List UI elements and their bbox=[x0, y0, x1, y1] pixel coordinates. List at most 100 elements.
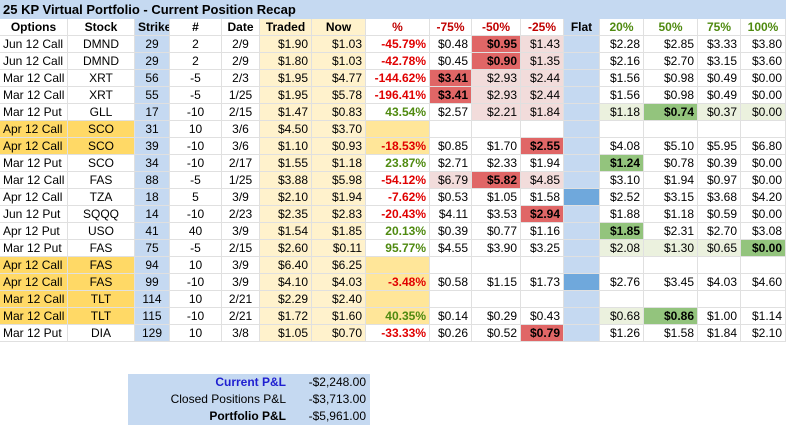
table-cell: -10 bbox=[170, 274, 222, 291]
table-cell: $2.57 bbox=[430, 104, 472, 121]
table-cell: 18 bbox=[135, 189, 170, 206]
summary-value: -$5,961.00 bbox=[290, 408, 370, 425]
table-cell bbox=[564, 70, 600, 87]
table-cell: -10 bbox=[170, 138, 222, 155]
table-cell: $3.90 bbox=[472, 240, 521, 257]
table-cell: $1.60 bbox=[312, 308, 366, 325]
column-header: -75% bbox=[430, 19, 472, 36]
table-cell: $1.85 bbox=[312, 223, 366, 240]
table-cell: 129 bbox=[135, 325, 170, 342]
table-cell: $5.78 bbox=[312, 87, 366, 104]
table-cell: $3.10 bbox=[600, 172, 644, 189]
table-cell bbox=[430, 291, 472, 308]
table-cell: -5 bbox=[170, 70, 222, 87]
table-cell bbox=[564, 291, 600, 308]
table-cell: $0.85 bbox=[430, 138, 472, 155]
table-cell: $6.25 bbox=[312, 257, 366, 274]
table-cell: 3/9 bbox=[222, 257, 260, 274]
table-cell: $1.95 bbox=[260, 70, 312, 87]
column-header: Date bbox=[222, 19, 260, 36]
table-cell: $6.40 bbox=[260, 257, 312, 274]
table-cell: 3/9 bbox=[222, 189, 260, 206]
table-cell: 14 bbox=[135, 206, 170, 223]
table-cell: $1.43 bbox=[521, 36, 564, 53]
table-cell: 2/3 bbox=[222, 70, 260, 87]
table-cell: TLT bbox=[68, 291, 135, 308]
table-cell: -18.53% bbox=[366, 138, 430, 155]
table-cell bbox=[472, 121, 521, 138]
table-cell: GLL bbox=[68, 104, 135, 121]
table-cell bbox=[698, 257, 741, 274]
table-cell: $1.56 bbox=[600, 70, 644, 87]
table-cell: $3.53 bbox=[472, 206, 521, 223]
table-cell: -10 bbox=[170, 104, 222, 121]
table-cell: Mar 12 Call bbox=[0, 291, 68, 308]
column-header: 20% bbox=[600, 19, 644, 36]
table-cell: $0.00 bbox=[741, 104, 786, 121]
table-cell: $5.82 bbox=[472, 172, 521, 189]
table-cell: $1.95 bbox=[260, 87, 312, 104]
table-cell: $0.00 bbox=[741, 155, 786, 172]
table-cell: $0.11 bbox=[312, 240, 366, 257]
table-cell: $1.16 bbox=[521, 223, 564, 240]
table-cell: $3.08 bbox=[741, 223, 786, 240]
table-cell: $0.83 bbox=[312, 104, 366, 121]
table-cell bbox=[698, 121, 741, 138]
table-cell: 94 bbox=[135, 257, 170, 274]
column-header: Strike bbox=[135, 19, 170, 36]
table-cell: TLT bbox=[68, 308, 135, 325]
table-cell: $2.21 bbox=[472, 104, 521, 121]
table-cell: $0.14 bbox=[430, 308, 472, 325]
table-cell: $0.48 bbox=[430, 36, 472, 53]
table-cell: 1/25 bbox=[222, 172, 260, 189]
table-cell: $0.90 bbox=[472, 53, 521, 70]
table-cell: $0.45 bbox=[430, 53, 472, 70]
table-cell: SCO bbox=[68, 138, 135, 155]
table-cell: 95.77% bbox=[366, 240, 430, 257]
table-cell: $2.93 bbox=[472, 70, 521, 87]
table-cell: 114 bbox=[135, 291, 170, 308]
table-cell: -144.62% bbox=[366, 70, 430, 87]
table-cell bbox=[521, 121, 564, 138]
table-cell: 43.54% bbox=[366, 104, 430, 121]
table-cell: $4.50 bbox=[260, 121, 312, 138]
table-cell bbox=[600, 291, 644, 308]
table-cell bbox=[600, 121, 644, 138]
table-cell: $1.18 bbox=[312, 155, 366, 172]
table-cell: -5 bbox=[170, 240, 222, 257]
table-cell: $0.58 bbox=[430, 274, 472, 291]
table-cell: $0.74 bbox=[644, 104, 698, 121]
table-cell bbox=[644, 121, 698, 138]
table-cell: $0.49 bbox=[698, 87, 741, 104]
table-cell bbox=[430, 121, 472, 138]
table-cell: $2.93 bbox=[472, 87, 521, 104]
table-cell: -45.79% bbox=[366, 36, 430, 53]
table-cell: $1.18 bbox=[644, 206, 698, 223]
table-cell: USO bbox=[68, 223, 135, 240]
summary-label: Current P&L bbox=[128, 374, 290, 391]
table-cell: 2/21 bbox=[222, 291, 260, 308]
column-header: Options bbox=[0, 19, 68, 36]
table-cell: TZA bbox=[68, 189, 135, 206]
table-cell: -10 bbox=[170, 155, 222, 172]
table-cell: $0.00 bbox=[741, 87, 786, 104]
table-cell bbox=[472, 257, 521, 274]
table-cell bbox=[564, 206, 600, 223]
table-cell: -7.62% bbox=[366, 189, 430, 206]
table-cell: 5 bbox=[170, 189, 222, 206]
table-cell: 39 bbox=[135, 138, 170, 155]
table-cell: $1.05 bbox=[472, 189, 521, 206]
column-header: Now bbox=[312, 19, 366, 36]
table-cell bbox=[366, 291, 430, 308]
summary-value: -$2,248.00 bbox=[290, 374, 370, 391]
table-cell: $1.88 bbox=[600, 206, 644, 223]
table-cell: SQQQ bbox=[68, 206, 135, 223]
table-cell bbox=[564, 104, 600, 121]
table-cell: $4.85 bbox=[521, 172, 564, 189]
table-cell: $0.43 bbox=[521, 308, 564, 325]
table-cell bbox=[564, 87, 600, 104]
table-cell: $2.83 bbox=[312, 206, 366, 223]
table-cell: $0.77 bbox=[472, 223, 521, 240]
table-cell: SCO bbox=[68, 121, 135, 138]
table-cell: Apr 12 Call bbox=[0, 138, 68, 155]
